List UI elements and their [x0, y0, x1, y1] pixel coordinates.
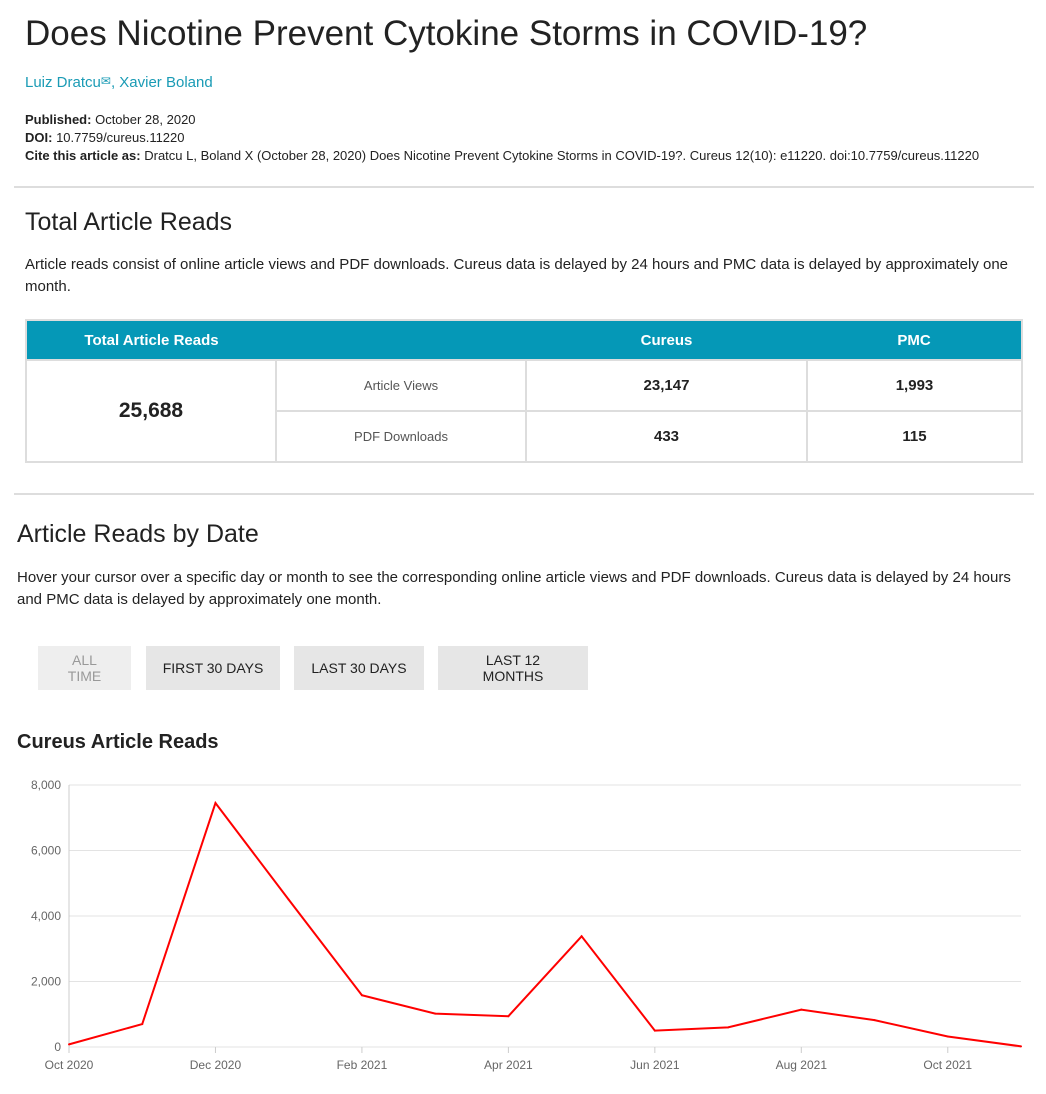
header-pmc: PMC	[807, 320, 1022, 360]
total-value: 25,688	[25, 359, 277, 463]
reads-by-date-heading: Article Reads by Date	[17, 520, 259, 548]
chart-title: Cureus Article Reads	[17, 731, 219, 753]
data-point	[360, 994, 363, 997]
doi-value: 10.7759/cureus.11220	[56, 130, 185, 145]
data-point	[434, 1012, 437, 1015]
table-row: PDF Downloads 433 115	[26, 410, 1023, 463]
y-tick-label: 6,000	[31, 844, 61, 858]
data-point	[727, 1026, 730, 1029]
table-row: 25,688 Article Views 23,147 1,993	[25, 359, 1023, 463]
author-link[interactable]: Luiz Dratcu	[25, 74, 101, 91]
y-tick-label: 8,000	[31, 778, 61, 792]
published-date: October 28, 2020	[95, 112, 196, 127]
data-point	[507, 1015, 510, 1018]
data-point	[141, 1023, 144, 1026]
row-label: PDF Downloads	[275, 410, 527, 463]
data-point	[68, 1043, 70, 1046]
y-tick-label: 2,000	[31, 975, 61, 989]
line-chart: 0 2,000 4,000 6,000 8,000 Oct 2020 Dec 2020 Feb…	[31, 778, 1022, 1072]
article-meta: Published: October 28, 2020 DOI: 10.7759…	[25, 111, 979, 165]
header-total: Total Article Reads	[26, 320, 276, 360]
article-title: Does Nicotine Prevent Cytokine Storms in…	[25, 14, 868, 53]
y-tick-label: 0	[54, 1040, 61, 1054]
x-tick-label: Dec 2020	[190, 1058, 242, 1072]
total-reads-description: Article reads consist of online article …	[25, 256, 1009, 295]
author-list: Luiz Dratcu✉, Xavier Boland	[25, 74, 213, 91]
data-point	[1020, 1045, 1022, 1048]
last-30-days-button[interactable]: LAST 30 DAYS	[294, 646, 424, 690]
x-tick-label: Feb 2021	[337, 1058, 388, 1072]
published-label: Published:	[25, 112, 92, 127]
doi-label: DOI:	[25, 130, 53, 145]
data-point	[653, 1029, 656, 1032]
data-point	[214, 802, 217, 805]
total-reads-heading: Total Article Reads	[25, 208, 233, 236]
x-tick-label: Oct 2021	[923, 1058, 972, 1072]
data-point	[873, 1019, 876, 1022]
first-30-days-button[interactable]: FIRST 30 DAYS	[146, 646, 280, 690]
cite-value: Dratcu L, Boland X (October 28, 2020) Do…	[144, 148, 980, 163]
data-point	[800, 1008, 803, 1011]
data-point	[287, 898, 290, 901]
x-tick-label: Oct 2020	[45, 1058, 94, 1072]
cureus-value: 23,147	[525, 359, 808, 412]
x-tick-label: Jun 2021	[630, 1058, 680, 1072]
cureus-value: 433	[525, 410, 808, 463]
header-blank	[276, 320, 526, 360]
x-tick-label: Aug 2021	[776, 1058, 828, 1072]
mail-icon[interactable]: ✉	[100, 74, 111, 88]
reads-table: Total Article Reads Cureus PMC 25,688 Artic…	[25, 319, 1023, 463]
data-point	[946, 1035, 949, 1038]
divider	[14, 493, 1034, 495]
pmc-value: 115	[806, 410, 1023, 463]
header-cureus: Cureus	[526, 320, 807, 360]
data-point	[580, 935, 583, 938]
series-line	[68, 800, 1022, 1048]
author-link[interactable]: Xavier Boland	[119, 74, 213, 91]
pmc-value: 1,993	[806, 359, 1023, 412]
last-12-months-button[interactable]: LAST 12 MONTHS	[438, 646, 588, 690]
cite-label: Cite this article as:	[25, 148, 141, 163]
divider	[14, 186, 1034, 188]
reads-by-date-description: Hover your cursor over a specific day or…	[17, 569, 1011, 608]
separator: ,	[110, 74, 120, 91]
all-time-button[interactable]: ALL TIME	[38, 646, 131, 690]
y-tick-label: 4,000	[31, 909, 61, 923]
row-label: Article Views	[275, 359, 527, 412]
x-tick-label: Apr 2021	[484, 1058, 533, 1072]
